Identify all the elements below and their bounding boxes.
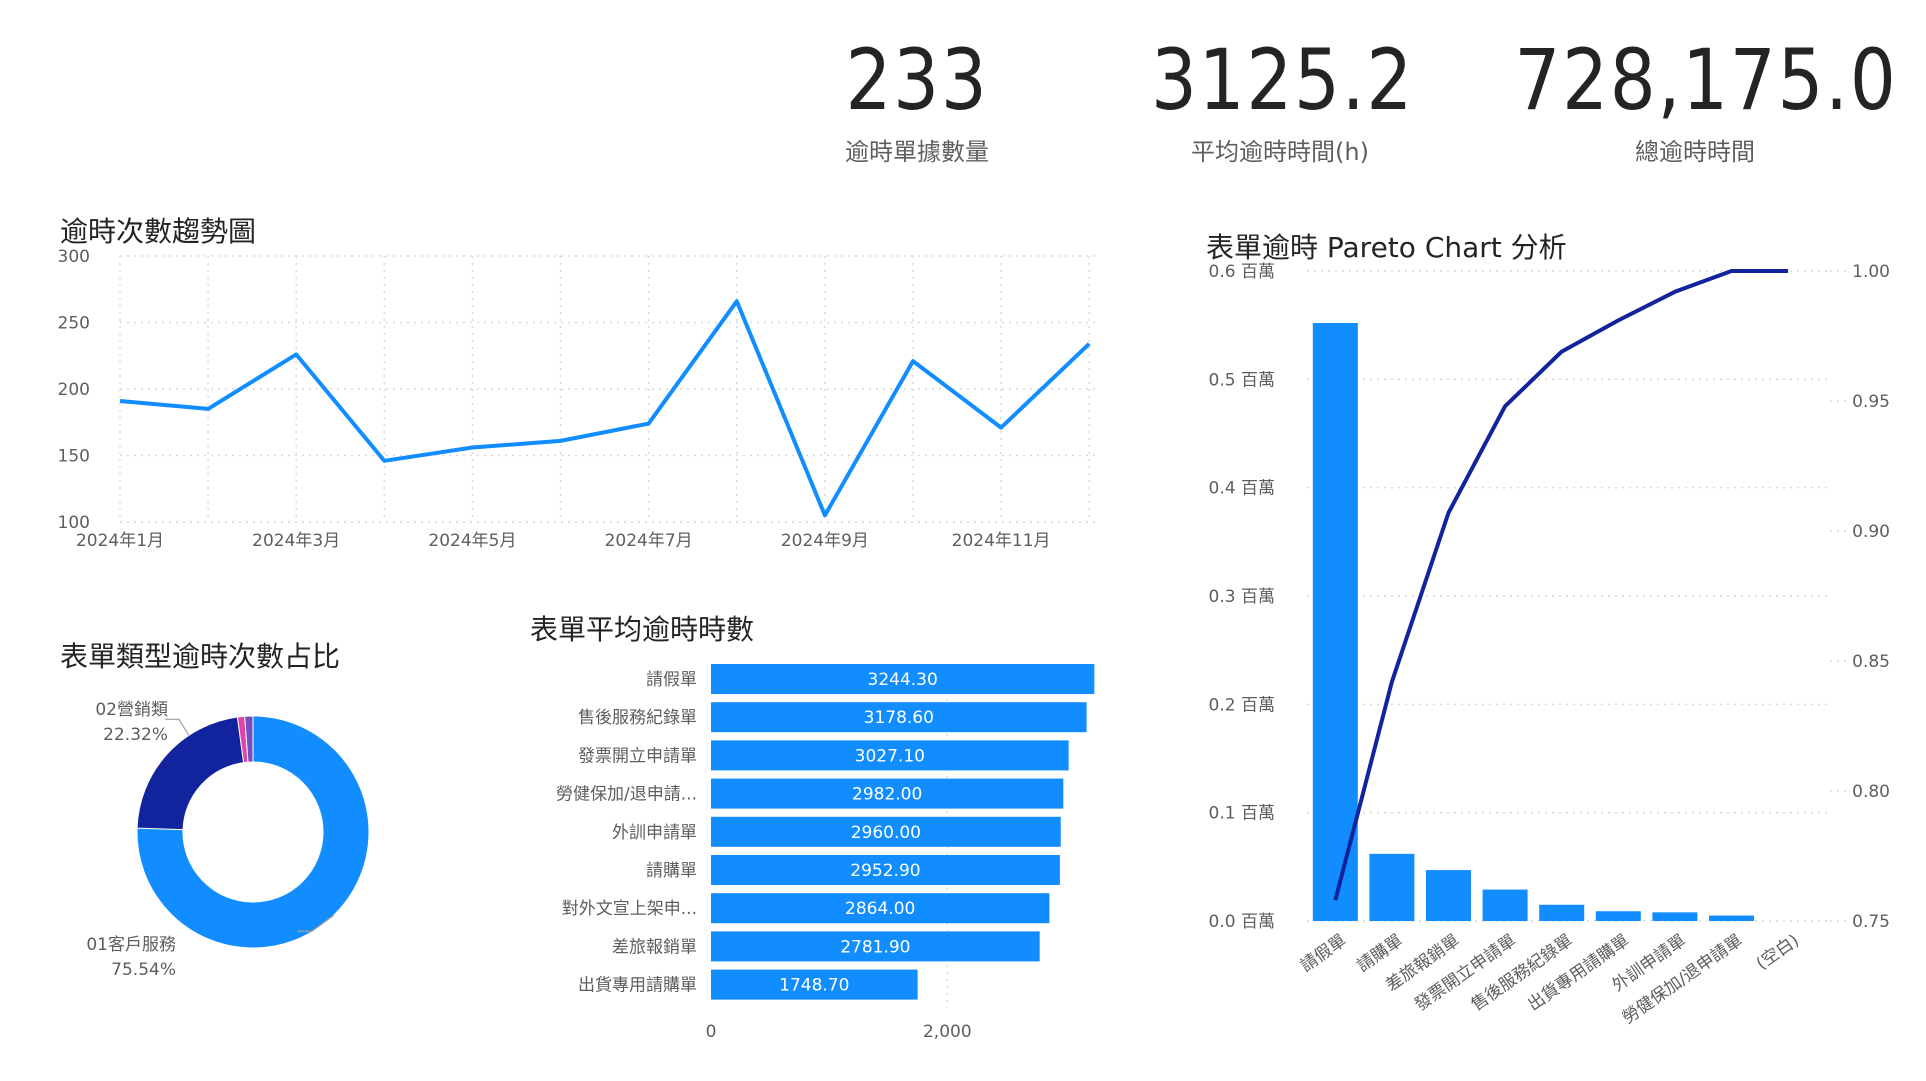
bar-category-label: 出貨專用請購單 [578,976,697,996]
kpi-value: 728,175.0 [1514,31,1898,129]
bar-x-tick-label: 2,000 [923,1022,972,1042]
bar [711,931,1040,962]
pareto-bar [1482,889,1528,921]
line-x-tick-label: 2024年7月 [605,531,693,551]
donut-slice-label: 02營銷類 [95,700,168,720]
pareto-x-tick-label: (空白) [1753,931,1803,974]
kpi-card-count: 233 逾時單據數量 [812,38,1022,167]
kpi-label: 逾時單據數量 [845,138,989,166]
line-y-tick-label: 150 [58,447,90,467]
line-y-tick-label: 100 [58,513,90,533]
pareto-y-right-tick-label: 0.95 [1852,392,1890,412]
bar-category-label: 差旅報銷單 [612,937,697,957]
line-x-tick-label: 2024年5月 [428,531,516,551]
kpi-value: 3125.2 [1151,31,1415,129]
kpi-card-average: 3125.2 平均逾時時間(h) [1130,38,1430,167]
bar [711,664,1095,694]
bar-value-label: 2952.90 [850,861,920,881]
pareto-bar [1426,870,1471,921]
pareto-y-right-tick-label: 0.90 [1852,522,1890,542]
line-chart-title: 逾時次數趨勢圖 [60,215,257,248]
bar-value-label: 3027.10 [855,746,925,766]
pareto-bar [1652,912,1698,921]
pareto-bar [1312,323,1358,921]
bar-value-label: 2982.00 [852,785,922,805]
bar-category-label: 售後服務紀錄單 [578,708,697,728]
bar-category-label: 發票開立申請單 [578,746,697,766]
line-y-tick-label: 300 [58,247,90,267]
line-x-tick-label: 2024年9月 [781,531,869,551]
donut-slice-percent: 22.32% [103,725,168,745]
bar-category-label: 對外文宣上架申... [562,899,697,919]
kpi-label: 總逾時時間 [1635,138,1755,166]
bar-value-label: 2781.90 [840,937,910,957]
bar [711,855,1060,885]
bar-value-label: 1748.70 [779,976,849,996]
kpi-value: 233 [845,31,989,129]
pareto-y-left-tick-label: 0.6 百萬 [1209,262,1275,282]
donut-slice-label: 01客戶服務 [86,935,176,955]
pareto-y-right-tick-label: 0.75 [1852,912,1890,932]
bar-value-label: 2864.00 [845,899,915,919]
bar-category-label: 請假單 [646,670,697,690]
line-series [119,299,1091,518]
line-x-tick-label: 2024年11月 [952,531,1051,551]
bar-category-label: 勞健保加/退申請... [556,785,697,805]
pareto-y-left-tick-label: 0.1 百萬 [1209,804,1275,824]
pareto-y-left-tick-label: 0.4 百萬 [1209,479,1275,499]
line-x-tick-label: 2024年1月 [76,531,164,551]
pareto-y-left-tick-label: 0.5 百萬 [1209,370,1275,390]
bar [711,702,1087,733]
pareto-y-left-tick-label: 0.2 百萬 [1209,695,1275,715]
pareto-y-left-tick-label: 0.3 百萬 [1209,587,1275,607]
kpi-card-total: 728,175.0 總逾時時間 [1485,38,1905,167]
bar-category-label: 外訓申請單 [612,823,697,843]
bar-x-tick-label: 0 [706,1022,717,1042]
donut-slice [244,715,254,763]
bar [711,816,1061,847]
pareto-cumulative-line [1333,269,1789,901]
bar-chart-title: 表單平均逾時時數 [530,613,755,646]
pareto-y-left-tick-label: 0.0 百萬 [1209,912,1275,932]
bar-value-label: 3244.30 [868,670,938,690]
bar-value-label: 3178.60 [864,708,934,728]
line-y-tick-label: 250 [58,314,90,334]
bar-value-label: 2960.00 [851,823,921,843]
bar [711,893,1050,924]
donut-slice [136,715,370,949]
pareto-y-right-tick-label: 0.85 [1852,652,1890,672]
bar-category-label: 請購單 [646,861,697,881]
pareto-y-right-tick-label: 1.00 [1852,262,1890,282]
pareto-y-right-tick-label: 0.80 [1852,782,1890,802]
pareto-bar [1595,911,1641,921]
bar [711,778,1064,809]
line-y-tick-label: 200 [58,380,90,400]
donut-leader-line [297,914,334,933]
pareto-x-tick-label: 請假單 [1297,931,1350,977]
bar [711,740,1069,771]
bar [711,969,918,1000]
kpi-label: 平均逾時時間(h) [1191,138,1369,166]
donut-slice-percent: 75.54% [111,960,176,980]
donut-leader-line [164,718,190,736]
donut-chart-title: 表單類型逾時次數占比 [60,640,341,673]
pareto-bar [1539,904,1585,921]
pareto-bar [1709,915,1754,921]
line-x-tick-label: 2024年3月 [252,531,340,551]
pareto-chart-title: 表單逾時 Pareto Chart 分析 [1206,231,1567,264]
pareto-bar [1369,853,1415,921]
